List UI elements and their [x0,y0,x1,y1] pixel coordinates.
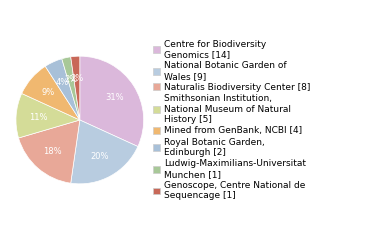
Text: 18%: 18% [43,147,62,156]
Wedge shape [62,57,80,120]
Wedge shape [22,66,80,120]
Wedge shape [19,120,80,183]
Text: 31%: 31% [105,93,124,102]
Legend: Centre for Biodiversity
Genomics [14], National Botanic Garden of
Wales [9], Nat: Centre for Biodiversity Genomics [14], N… [153,40,310,200]
Wedge shape [71,56,80,120]
Text: 20%: 20% [90,152,109,161]
Wedge shape [16,93,80,138]
Text: 2%: 2% [70,74,84,83]
Wedge shape [45,59,80,120]
Text: 2%: 2% [64,75,78,84]
Text: 4%: 4% [56,78,69,87]
Wedge shape [71,120,138,184]
Text: 11%: 11% [29,113,48,121]
Text: 9%: 9% [42,88,55,97]
Wedge shape [80,56,144,147]
